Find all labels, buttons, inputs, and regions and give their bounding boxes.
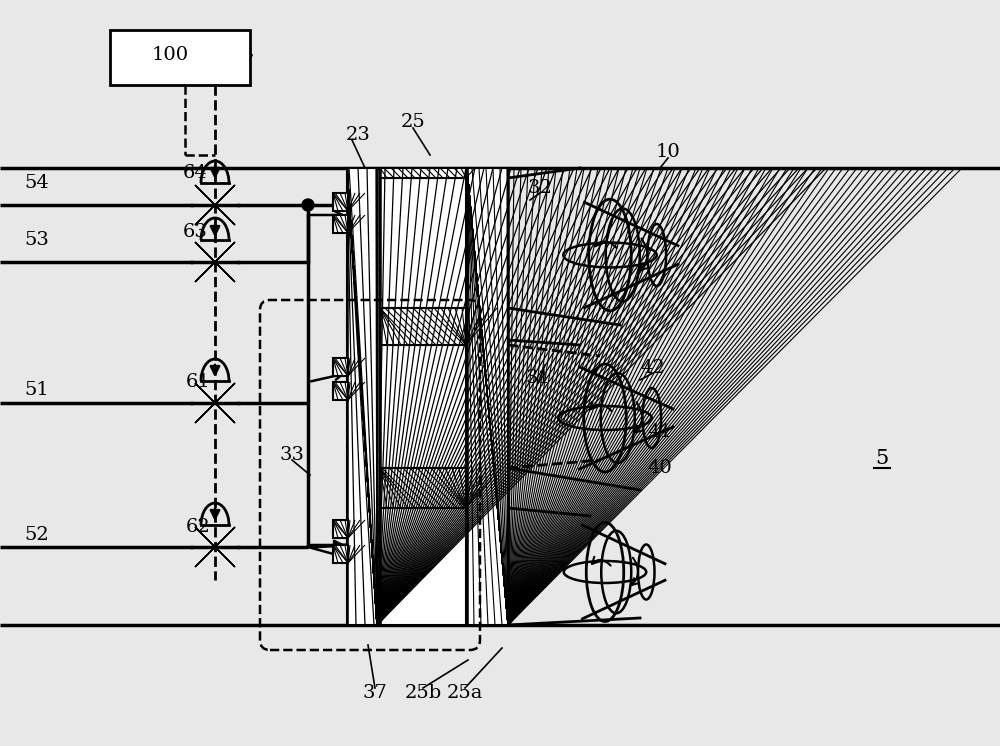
Text: 37: 37 [363, 684, 387, 702]
Text: 33: 33 [280, 446, 304, 464]
Text: 32: 32 [528, 179, 552, 197]
Bar [380, 168, 466, 178]
Text: 31: 31 [526, 369, 550, 387]
Polygon shape [195, 527, 235, 567]
Polygon shape [195, 185, 235, 225]
Bar [333, 382, 348, 400]
Polygon shape [195, 383, 235, 423]
Text: 41: 41 [648, 423, 672, 441]
Bar [333, 545, 348, 563]
Polygon shape [195, 185, 235, 225]
Text: 10: 10 [656, 143, 680, 161]
Bar [380, 508, 466, 625]
Text: 53: 53 [25, 231, 49, 249]
Bar [347, 168, 377, 625]
Text: 5: 5 [875, 448, 889, 468]
Text: 42: 42 [641, 359, 665, 377]
Text: 25b: 25b [404, 684, 442, 702]
Bar [380, 308, 466, 345]
Text: 25a: 25a [447, 684, 483, 702]
Text: 100: 100 [151, 46, 189, 64]
Polygon shape [195, 242, 235, 282]
Bar [380, 468, 466, 508]
Circle shape [302, 199, 314, 211]
Bar [110, 30, 250, 85]
Text: 64: 64 [183, 164, 207, 182]
Text: 52: 52 [25, 526, 49, 544]
Bar [467, 168, 508, 625]
Bar [380, 178, 466, 308]
Polygon shape [195, 242, 235, 282]
Text: 61: 61 [186, 373, 210, 391]
Bar [333, 358, 348, 376]
Bar [333, 193, 348, 211]
Polygon shape [195, 527, 235, 567]
Bar [380, 345, 466, 468]
Text: 40: 40 [648, 459, 672, 477]
Text: 62: 62 [186, 518, 210, 536]
Polygon shape [195, 383, 235, 423]
Text: 54: 54 [25, 174, 49, 192]
Text: 51: 51 [25, 381, 49, 399]
Text: 25: 25 [401, 113, 425, 131]
Text: 23: 23 [346, 126, 370, 144]
Text: 63: 63 [183, 223, 207, 241]
Bar [333, 520, 348, 538]
Bar [333, 215, 348, 233]
